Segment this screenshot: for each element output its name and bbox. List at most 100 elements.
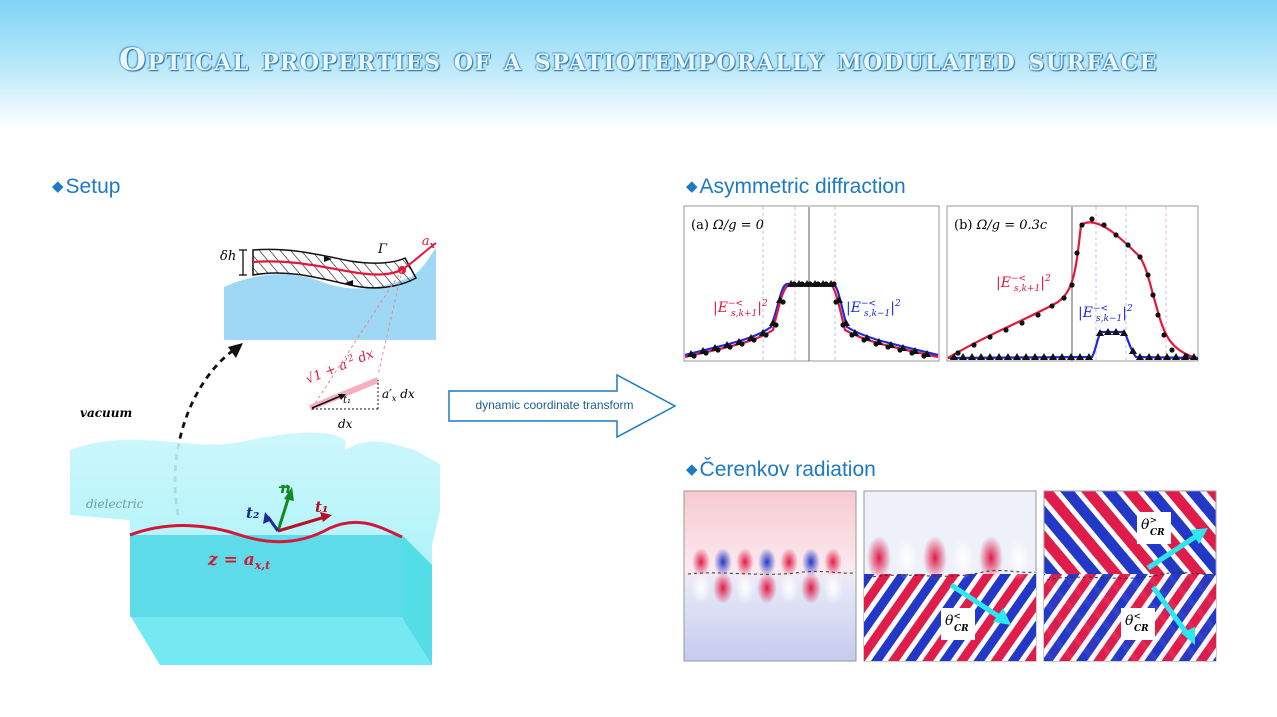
t1-vector <box>277 515 326 533</box>
theta-lt-label-2: θ< CR <box>1125 612 1149 634</box>
field-lobe <box>713 572 733 604</box>
contour-arrow-icon <box>324 256 332 262</box>
dot-marker <box>1155 312 1161 318</box>
field-lobe <box>691 572 711 604</box>
a-dx-label: a′x dx <box>382 387 415 403</box>
section-heading-diffraction: ◆Asymmetric diffraction <box>686 175 906 198</box>
dot-marker <box>1003 327 1009 333</box>
dot-marker <box>1125 242 1131 248</box>
panel-b-left-label: |E−< s,k+1|2 <box>996 274 1051 294</box>
diamond-bullet-icon: ◆ <box>52 178 64 195</box>
dot-marker <box>861 337 867 343</box>
triangle-marker <box>1058 353 1066 360</box>
triangle-marker <box>1013 353 1021 360</box>
cerenkov-panel-3: θ> CR θ< CR <box>1043 490 1217 662</box>
field-lobe <box>758 548 776 576</box>
triangle-marker <box>968 353 976 360</box>
dot-marker <box>1150 292 1156 298</box>
vacuum-label: vacuum <box>80 406 132 420</box>
dot-marker <box>885 344 891 350</box>
dot-marker <box>955 350 961 356</box>
t1-vector-label: t₁ <box>315 498 329 516</box>
dot-marker <box>831 281 837 287</box>
triangle-marker <box>950 353 958 360</box>
triangle-marker <box>1145 353 1153 360</box>
dot-marker <box>987 334 993 340</box>
title-banner <box>0 0 1277 130</box>
cr-arrow-up <box>1146 532 1200 571</box>
triangle-marker <box>977 353 985 360</box>
triangle-marker <box>1067 353 1075 360</box>
field-lobe <box>780 548 798 576</box>
triangle-marker <box>1112 328 1120 335</box>
inset-surface-curve <box>252 260 404 276</box>
ax-label: ax <box>422 234 436 251</box>
dot-marker <box>1035 312 1041 318</box>
triangle-marker <box>1163 353 1171 360</box>
triangle-marker <box>1085 353 1093 360</box>
dot-marker <box>1049 303 1055 309</box>
field-lobe <box>1007 536 1031 580</box>
dot-marker <box>727 344 733 350</box>
triangle-marker <box>1031 353 1039 360</box>
field-lobe <box>951 536 975 580</box>
dot-marker <box>1113 232 1119 238</box>
gamma-label: Γ <box>377 242 388 257</box>
dot-marker <box>791 281 797 287</box>
triangle-marker <box>986 353 994 360</box>
sqrt-length-label: √1 + a′2 dx <box>303 346 376 388</box>
diffraction-panel-a: (a) Ω/g = 0 |E−< s,k+1|2 |E−< s,k−1|2 <box>683 205 940 362</box>
dx-label: dx <box>338 417 353 431</box>
theta-gt-label: θ> CR <box>1141 516 1165 538</box>
panel-b-right-label: |E−< s,k−1|2 <box>1078 304 1133 324</box>
dot-marker <box>849 332 855 338</box>
triangle-marker <box>1136 353 1144 360</box>
triangle-marker <box>1004 353 1012 360</box>
dot-marker <box>1137 254 1143 260</box>
cr-arrow-head-icon <box>1190 528 1208 544</box>
dot-marker <box>1019 320 1025 326</box>
field-lobe <box>736 548 754 576</box>
panel-b-markers <box>950 216 1198 360</box>
field-lobe <box>923 536 947 580</box>
field-lobe <box>757 572 777 604</box>
dot-marker <box>833 299 839 305</box>
dot-marker <box>873 341 879 347</box>
t1-small-label: t₁ <box>343 395 351 406</box>
dot-marker <box>909 350 915 356</box>
dot-marker <box>1145 272 1151 278</box>
cerenkov-panel-1 <box>683 490 857 662</box>
triangle-marker <box>995 353 1003 360</box>
triangle-marker <box>1040 353 1048 360</box>
dot-marker <box>823 281 829 287</box>
cr-arrow-down <box>949 582 1003 621</box>
contour-arrow-icon <box>345 280 353 286</box>
diamond-bullet-icon: ◆ <box>686 178 698 195</box>
dot-marker <box>1101 222 1107 228</box>
panel-b-red-curve <box>947 221 1197 360</box>
field-lobe <box>895 536 919 580</box>
dot-marker <box>1161 332 1167 338</box>
dot-marker <box>1079 222 1085 228</box>
triangle-marker <box>1129 347 1137 354</box>
dot-marker <box>799 281 805 287</box>
field-lobe <box>979 536 1003 580</box>
delta-h-label: δh <box>220 249 236 264</box>
dot-marker <box>1089 216 1095 222</box>
dot-marker <box>773 322 779 328</box>
cr-arrow-down-2 <box>1150 585 1191 637</box>
triangle-marker <box>1190 353 1198 360</box>
section-heading-cerenkov: ◆Čerenkov radiation <box>686 458 876 481</box>
dot-marker <box>971 342 977 348</box>
panel-a-tag: (a) Ω/g = 0 <box>691 218 764 233</box>
surface-curve <box>129 520 403 544</box>
cerenkov-panel-2: θ< CR <box>863 490 1037 662</box>
dielectric-label: dielectric <box>86 497 144 511</box>
triangle-marker <box>1120 329 1128 336</box>
zoom-arrow-head-icon <box>228 343 243 358</box>
setup-illustration: δh Γ ax √1 + a′2 dx t₁ a′x dx dx vacuum … <box>70 234 440 665</box>
triangle-marker <box>1172 353 1180 360</box>
dot-marker <box>703 350 709 356</box>
diamond-bullet-icon: ◆ <box>686 461 698 478</box>
dot-marker <box>751 337 757 343</box>
